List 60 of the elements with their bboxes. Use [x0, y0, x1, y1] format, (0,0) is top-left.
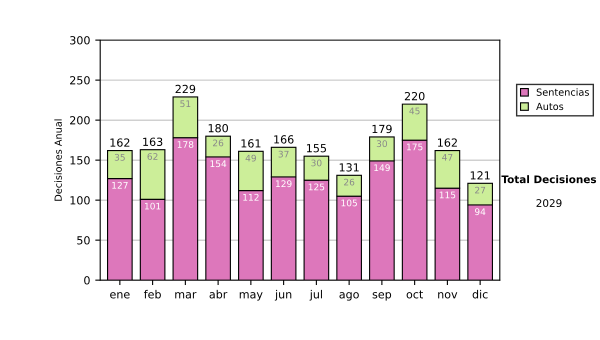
data-label: 112	[243, 194, 259, 201]
data-label: 115	[440, 192, 456, 198]
x-tick-label: ago	[339, 292, 359, 301]
legend-label: Sentencias	[536, 88, 589, 96]
data-label: 30	[376, 140, 388, 148]
x-tick-label: mar	[175, 292, 196, 298]
total-label: 155	[306, 144, 326, 152]
data-label: 129	[276, 180, 292, 188]
y-tick-label: 100	[70, 196, 90, 205]
x-tick-label: abr	[210, 290, 228, 298]
total-label: 220	[404, 92, 425, 100]
legend-label: Autos	[536, 102, 564, 110]
y-tick-label: 0	[84, 276, 90, 285]
x-tick-label: jul	[310, 290, 322, 301]
data-label: 125	[308, 184, 324, 190]
data-label: 154	[210, 160, 226, 168]
x-tick-label: ene	[110, 292, 130, 298]
data-label: 37	[278, 150, 289, 158]
data-label: 62	[147, 153, 158, 160]
total-label: 162	[438, 138, 457, 147]
y-tick-label: 250	[70, 76, 90, 85]
x-tick-label: feb	[144, 290, 161, 298]
data-label: 149	[374, 164, 390, 172]
total-label: 162	[110, 138, 130, 147]
data-label: 35	[114, 154, 125, 161]
data-label: 94	[474, 208, 486, 216]
data-label: 127	[112, 182, 128, 189]
y-tick-label: 300	[70, 36, 90, 44]
data-label: 105	[342, 200, 357, 206]
total-label: 180	[208, 124, 228, 132]
x-tick-label: nov	[438, 292, 458, 298]
data-label: 27	[475, 186, 486, 194]
data-label: 26	[344, 178, 354, 186]
x-tick-label: sep	[372, 292, 392, 301]
data-label: 51	[180, 100, 190, 108]
data-label: 178	[178, 141, 194, 148]
x-tick-label: oct	[406, 290, 424, 298]
data-label: 30	[311, 160, 322, 166]
total-label: 131	[340, 163, 359, 172]
data-label: 26	[213, 139, 224, 146]
data-label: 49	[246, 154, 256, 162]
data-label: 45	[409, 108, 420, 114]
total-label: 229	[176, 84, 196, 94]
total-label: 166	[274, 135, 294, 144]
data-label: 47	[442, 154, 452, 161]
text: 2029	[536, 199, 562, 208]
total-label: 161	[241, 139, 260, 148]
y-tick-label: 50	[77, 236, 90, 245]
y-tick-label: 150	[70, 156, 90, 165]
data-label: 175	[407, 144, 422, 150]
y-axis-title: Decisiones Anual	[54, 119, 62, 201]
total-label: 121	[470, 171, 490, 180]
x-tick-label: dic	[472, 290, 488, 298]
text: Total Decisiones	[501, 175, 596, 184]
data-label: 101	[144, 202, 160, 210]
total-label: 163	[143, 138, 162, 146]
x-tick-label: jun	[274, 290, 292, 301]
total-label: 179	[372, 124, 392, 134]
y-tick-label: 200	[70, 116, 90, 125]
x-tick-label: may	[240, 292, 263, 301]
